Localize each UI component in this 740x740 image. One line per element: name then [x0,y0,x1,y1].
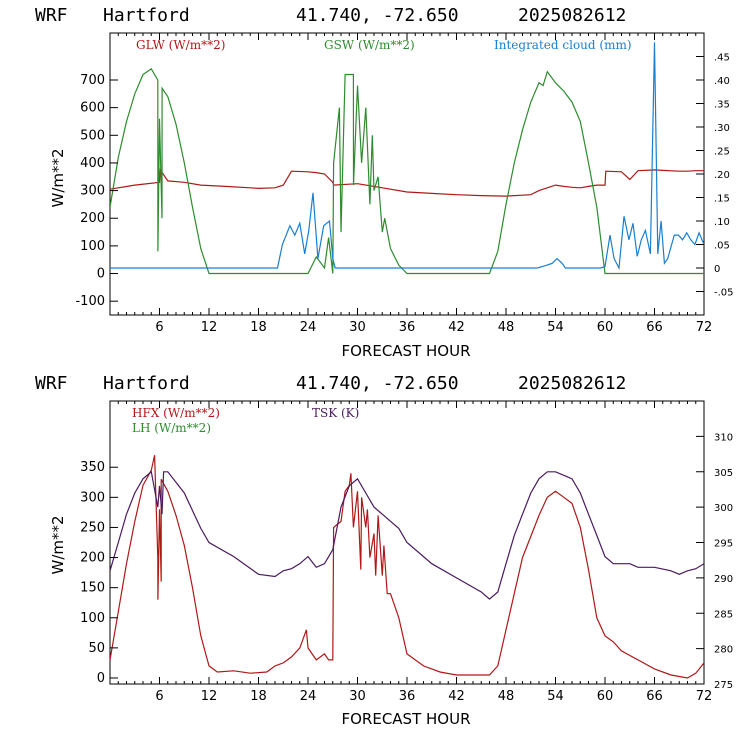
x-tick-label: 60 [597,689,614,704]
y2-tick-label: .45 [714,53,730,64]
y-tick-label: 0 [97,267,105,282]
x-tick-label: 24 [300,689,317,704]
top-header-model: WRF [35,5,68,26]
y-tick-label: 50 [88,641,105,656]
y-tick-label: -100 [75,294,105,309]
series-line-glw [110,168,704,197]
x-tick-label: 66 [646,689,663,704]
bottom-header-station: Hartford [103,373,190,394]
y-tick-label: 200 [80,211,105,226]
series-line-tsk [110,470,704,600]
y-tick-label: 100 [80,239,105,254]
y2-tick-label: 295 [714,539,733,550]
x-tick-label: 54 [547,689,564,704]
y2-tick-label: .10 [714,217,730,228]
y-tick-label: 250 [80,520,105,535]
bottom-header-coords: 41.740, -72.650 [296,373,459,394]
y-tick-label: 300 [80,184,105,199]
x-tick-label: 66 [646,320,663,335]
top-y-axis-label: W/m**2 [49,148,67,207]
x-tick-label: 36 [399,320,416,335]
x-tick-label: 30 [349,689,366,704]
x-tick-label: 54 [547,320,564,335]
x-tick-label: 48 [498,689,515,704]
top-header-station: Hartford [103,5,190,26]
top-chart: 6 12 18 24 30 36 42 48 54 60 66 72 -100 0 100 200 300 400… [49,32,734,360]
y2-tick-label: 290 [714,574,733,585]
bottom-header-run: 2025082612 [518,373,626,394]
x-tick-label: 36 [399,689,416,704]
bottom-chart: 6 12 18 24 30 36 42 48 54 60 66 72 0 50 100 150 200 250 30… [49,400,733,728]
x-tick-label: 18 [250,689,267,704]
y2-tick-label: .30 [714,123,730,134]
y2-tick-label: 300 [714,503,733,514]
y2-tick-label: 280 [714,645,733,656]
x-tick-label: 12 [201,320,218,335]
legend-hfx: HFX (W/m**2) [132,406,220,420]
legend-lh: LH (W/m**2) [132,421,211,435]
y-tick-label: 400 [80,156,105,171]
y-tick-label: 0 [97,671,105,686]
y2-tick-label: .05 [714,241,730,252]
series-line-integrated [110,42,704,271]
series-line-gsw [110,68,704,275]
legend-gsw: GSW (W/m**2) [324,38,415,52]
y-tick-label: 600 [80,101,105,116]
bottom-header-model: WRF [35,373,68,394]
legend-cloud: Integrated cloud (mm) [494,38,632,52]
x-tick-label: 42 [448,320,465,335]
y2-tick-label: 285 [714,609,733,620]
bottom-y-axis-label: W/m**2 [49,515,67,574]
series-line-hfx [110,455,704,679]
bottom-x-axis-label: FORECAST HOUR [341,710,470,728]
y-tick-label: 150 [80,581,105,596]
top-header-coords: 41.740, -72.650 [296,5,459,26]
y2-tick-label: 310 [714,432,733,443]
x-tick-label: 30 [349,320,366,335]
y-tick-label: 350 [80,460,105,475]
y2-tick-label: .40 [714,76,730,87]
y2-tick-label: 0 [714,264,720,275]
y-tick-label: 700 [80,73,105,88]
y2-tick-label: .15 [714,194,730,205]
y2-tick-label: 275 [714,680,733,691]
y2-tick-label: .25 [714,147,730,158]
legend-tsk: TSK (K) [312,406,359,420]
y-tick-label: 300 [80,490,105,505]
y2-tick-label: 305 [714,468,733,479]
x-tick-label: 42 [448,689,465,704]
top-x-axis-label: FORECAST HOUR [341,342,470,360]
y-tick-label: 200 [80,551,105,566]
y2-tick-label: -.05 [714,288,734,299]
x-tick-label: 72 [696,689,713,704]
y2-tick-label: .35 [714,100,730,111]
y2-tick-label: .20 [714,170,730,181]
x-tick-label: 60 [597,320,614,335]
legend-glw: GLW (W/m**2) [136,38,225,52]
y-tick-label: 100 [80,611,105,626]
x-tick-label: 24 [300,320,317,335]
x-tick-label: 72 [696,320,713,335]
x-tick-label: 6 [155,689,163,704]
x-tick-label: 18 [250,320,267,335]
x-tick-label: 48 [498,320,515,335]
x-tick-label: 6 [155,320,163,335]
x-tick-label: 12 [201,689,218,704]
y-tick-label: 500 [80,128,105,143]
top-header-run: 2025082612 [518,5,626,26]
